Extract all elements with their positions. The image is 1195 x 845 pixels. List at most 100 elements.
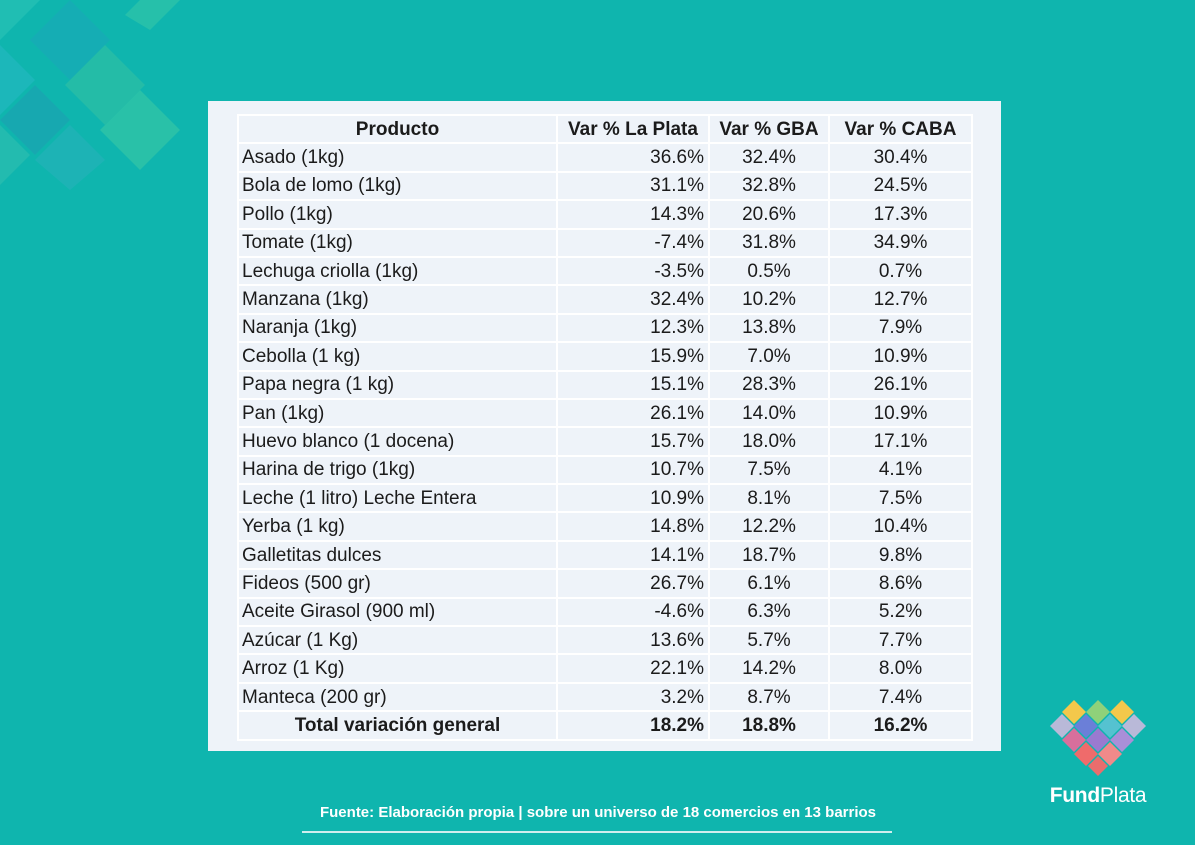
cell-var-gba: 6.3% (708, 596, 830, 628)
cell-producto: Asado (1kg) (237, 142, 558, 173)
table-row: Arroz (1 Kg) 22.1% 14.2% 8.0% (237, 653, 973, 684)
cell-producto: Leche (1 litro) Leche Entera (237, 483, 558, 514)
header-var-gba: Var % GBA (708, 113, 830, 145)
table-row: Azúcar (1 Kg) 13.6% 5.7% 7.7% (237, 625, 973, 656)
table-row: Cebolla (1 kg) 15.9% 7.0% 10.9% (237, 341, 973, 372)
cell-var-caba: 5.2% (828, 596, 973, 628)
cell-var-la-plata: 15.7% (556, 426, 710, 457)
fundplata-logo: FundPlata (1040, 700, 1156, 810)
cell-var-gba: 18.0% (708, 426, 830, 457)
cell-producto: Pollo (1kg) (237, 199, 558, 230)
cell-var-la-plata: -3.5% (556, 255, 710, 287)
cell-var-caba: 24.5% (828, 170, 973, 202)
cell-var-gba: 7.0% (708, 341, 830, 372)
cell-var-la-plata: -7.4% (556, 227, 710, 258)
header-var-la-plata: Var % La Plata (556, 113, 710, 145)
cell-var-la-plata: 12.3% (556, 312, 710, 344)
cell-var-la-plata: 10.7% (556, 454, 710, 486)
cell-var-la-plata: 15.1% (556, 369, 710, 400)
cell-producto: Aceite Girasol (900 ml) (237, 596, 558, 628)
table-row: Leche (1 litro) Leche Entera 10.9% 8.1% 7.5… (237, 483, 973, 514)
cell-var-gba: 14.2% (708, 653, 830, 684)
cell-var-caba: 10.9% (828, 397, 973, 429)
cell-var-gba: 18.7% (708, 539, 830, 571)
decorative-diamond-pattern-icon (0, 0, 180, 190)
cell-var-la-plata: 32.4% (556, 284, 710, 315)
cell-var-gba: 5.7% (708, 625, 830, 656)
total-la-plata: 18.2% (556, 710, 710, 741)
cell-var-caba: 0.7% (828, 255, 973, 287)
cell-var-gba: 8.1% (708, 483, 830, 514)
table-row: Aceite Girasol (900 ml) -4.6% 6.3% 5.2% (237, 596, 973, 628)
cell-var-caba: 10.4% (828, 511, 973, 542)
cell-var-caba: 8.0% (828, 653, 973, 684)
cell-producto: Papa negra (1 kg) (237, 369, 558, 400)
cell-var-gba: 31.8% (708, 227, 830, 258)
cell-var-caba: 26.1% (828, 369, 973, 400)
cell-producto: Fideos (500 gr) (237, 568, 558, 599)
cell-producto: Arroz (1 Kg) (237, 653, 558, 684)
cell-var-gba: 32.8% (708, 170, 830, 202)
cell-var-gba: 12.2% (708, 511, 830, 542)
table-row: Yerba (1 kg) 14.8% 12.2% 10.4% (237, 511, 973, 542)
table-row: Pollo (1kg) 14.3% 20.6% 17.3% (237, 199, 973, 230)
table-row: Harina de trigo (1kg) 10.7% 7.5% 4.1% (237, 454, 973, 486)
table-row: Asado (1kg) 36.6% 32.4% 30.4% (237, 142, 973, 173)
cell-var-la-plata: 14.1% (556, 539, 710, 571)
header-producto: Producto (237, 113, 558, 145)
cell-var-caba: 12.7% (828, 284, 973, 315)
table-panel: Producto Var % La Plata Var % GBA Var % … (208, 101, 1001, 751)
table-row: Manteca (200 gr) 3.2% 8.7% 7.4% (237, 681, 973, 713)
cell-producto: Huevo blanco (1 docena) (237, 426, 558, 457)
logo-wordmark: FundPlata (1040, 784, 1156, 808)
cell-var-caba: 7.5% (828, 483, 973, 514)
cell-var-gba: 10.2% (708, 284, 830, 315)
total-gba: 18.8% (708, 710, 830, 741)
table-row: Naranja (1kg) 12.3% 13.8% 7.9% (237, 312, 973, 344)
cell-var-gba: 13.8% (708, 312, 830, 344)
table-header-row: Producto Var % La Plata Var % GBA Var % … (237, 113, 973, 145)
price-variation-table: Producto Var % La Plata Var % GBA Var % … (237, 113, 973, 741)
cell-var-la-plata: 14.8% (556, 511, 710, 542)
cell-var-caba: 34.9% (828, 227, 973, 258)
cell-var-la-plata: 31.1% (556, 170, 710, 202)
fundplata-logo-icon (1050, 700, 1146, 776)
cell-var-la-plata: 3.2% (556, 681, 710, 713)
table-row: Huevo blanco (1 docena) 15.7% 18.0% 17.1% (237, 426, 973, 457)
cell-var-caba: 8.6% (828, 568, 973, 599)
cell-var-gba: 8.7% (708, 681, 830, 713)
cell-producto: Naranja (1kg) (237, 312, 558, 344)
cell-var-caba: 4.1% (828, 454, 973, 486)
cell-var-la-plata: 15.9% (556, 341, 710, 372)
table-row: Fideos (500 gr) 26.7% 6.1% 8.6% (237, 568, 973, 599)
cell-var-gba: 6.1% (708, 568, 830, 599)
table-row: Manzana (1kg) 32.4% 10.2% 12.7% (237, 284, 973, 315)
table-row: Pan (1kg) 26.1% 14.0% 10.9% (237, 397, 973, 429)
cell-var-la-plata: 14.3% (556, 199, 710, 230)
cell-producto: Bola de lomo (1kg) (237, 170, 558, 202)
cell-var-la-plata: 22.1% (556, 653, 710, 684)
table-row: Lechuga criolla (1kg) -3.5% 0.5% 0.7% (237, 255, 973, 287)
cell-var-caba: 9.8% (828, 539, 973, 571)
cell-producto: Tomate (1kg) (237, 227, 558, 258)
source-underline (302, 831, 892, 833)
cell-var-gba: 14.0% (708, 397, 830, 429)
cell-producto: Harina de trigo (1kg) (237, 454, 558, 486)
cell-producto: Pan (1kg) (237, 397, 558, 429)
cell-producto: Cebolla (1 kg) (237, 341, 558, 372)
cell-var-la-plata: -4.6% (556, 596, 710, 628)
logo-text-bold: Fund (1049, 784, 1100, 807)
cell-var-caba: 7.7% (828, 625, 973, 656)
table-row: Galletitas dulces 14.1% 18.7% 9.8% (237, 539, 973, 571)
cell-var-la-plata: 13.6% (556, 625, 710, 656)
cell-producto: Manzana (1kg) (237, 284, 558, 315)
total-row: Total variación general 18.2% 18.8% 16.2… (237, 710, 973, 741)
cell-var-gba: 0.5% (708, 255, 830, 287)
cell-var-caba: 30.4% (828, 142, 973, 173)
cell-var-gba: 32.4% (708, 142, 830, 173)
cell-var-la-plata: 10.9% (556, 483, 710, 514)
cell-var-caba: 7.4% (828, 681, 973, 713)
cell-var-caba: 17.3% (828, 199, 973, 230)
cell-producto: Yerba (1 kg) (237, 511, 558, 542)
total-caba: 16.2% (828, 710, 973, 741)
